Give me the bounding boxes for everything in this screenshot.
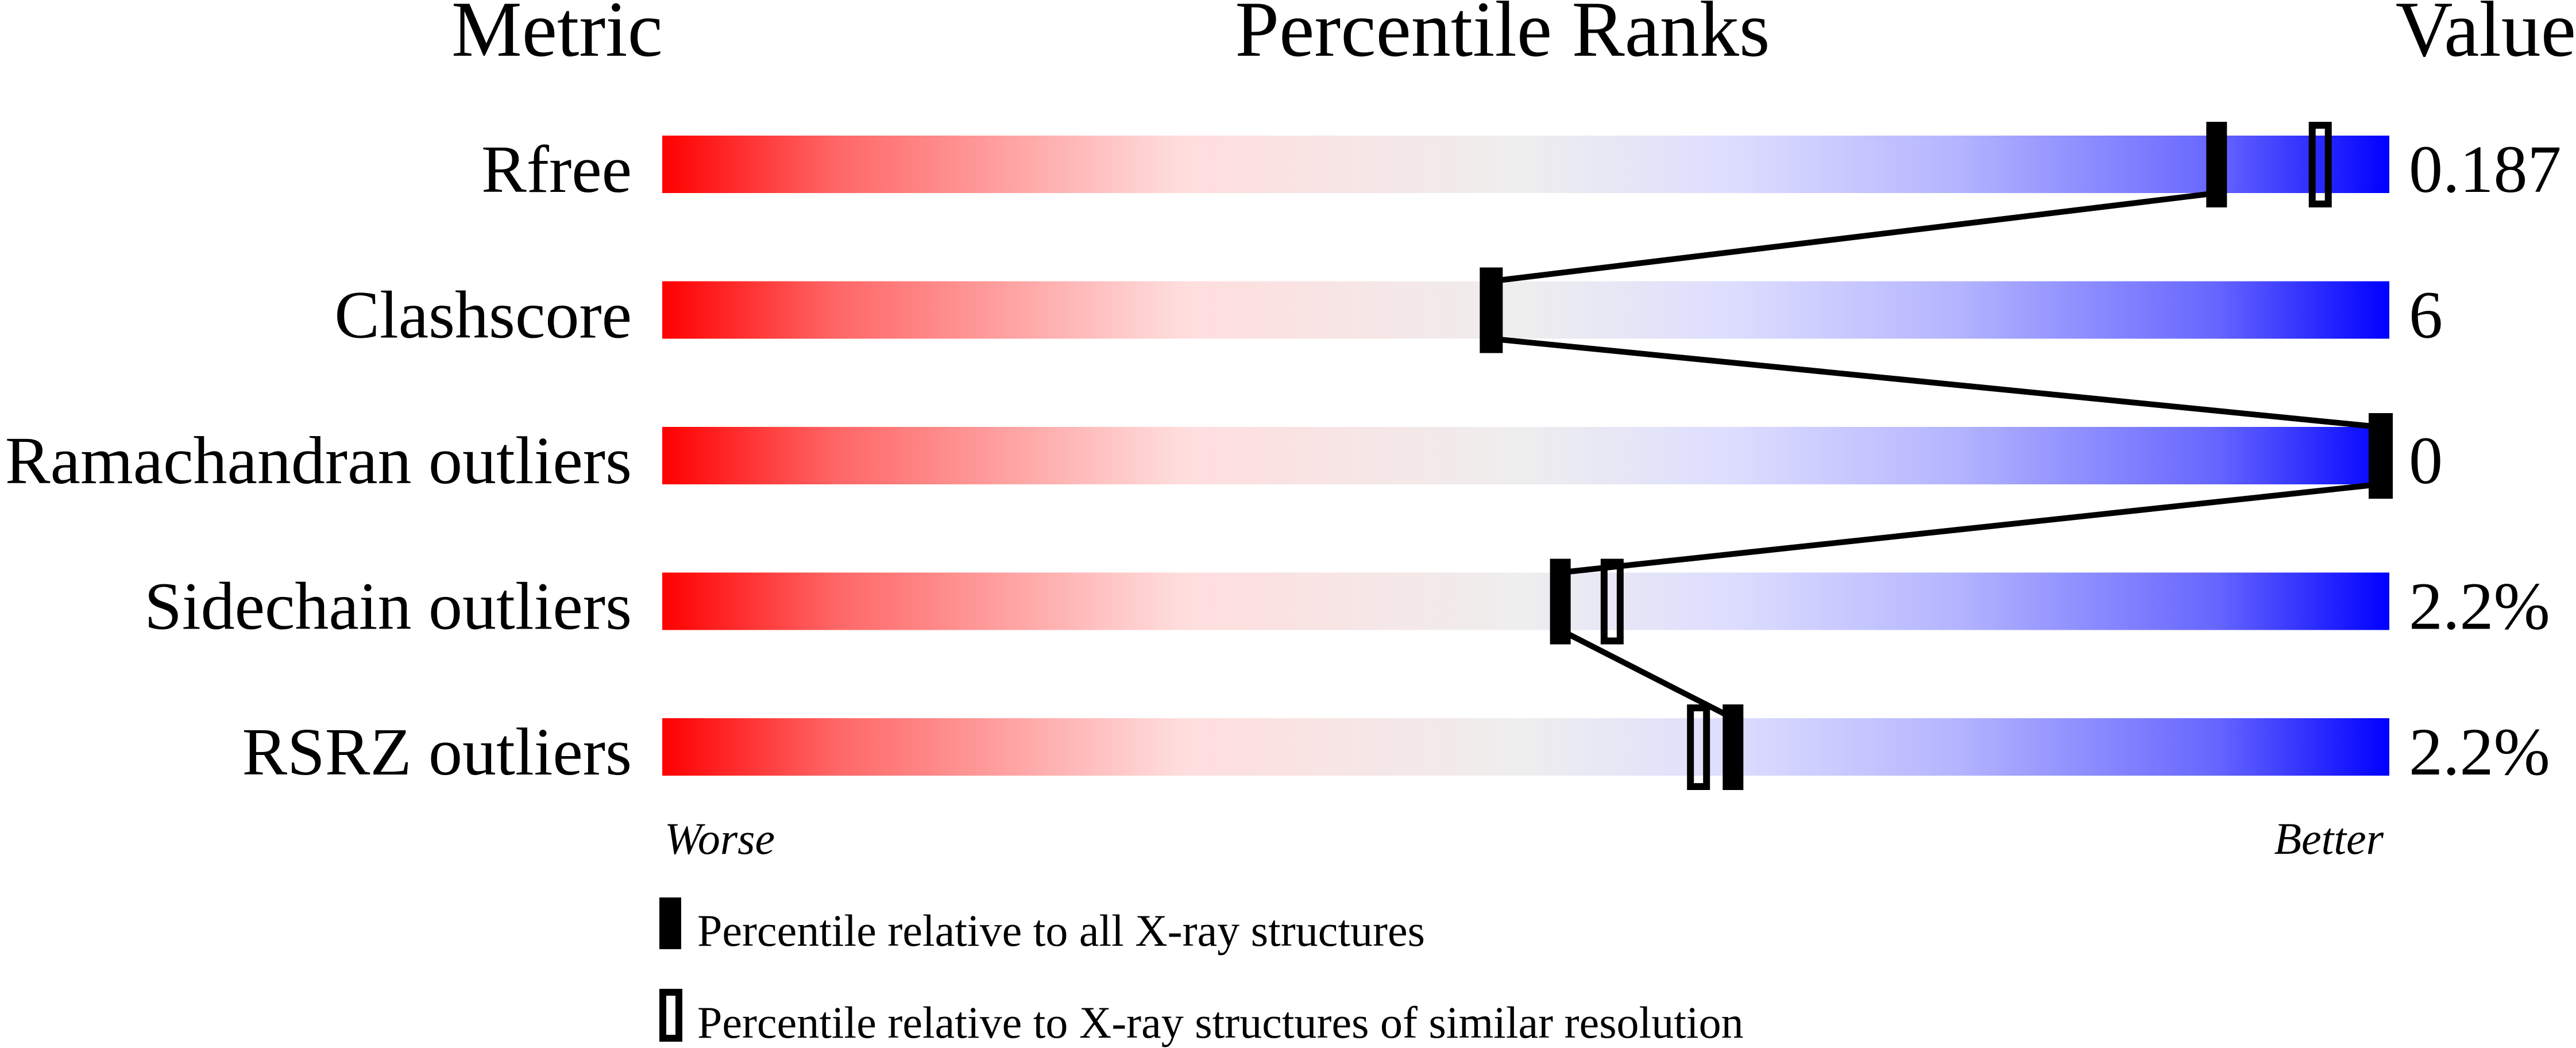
legend-filled-marker-icon	[659, 897, 681, 949]
metric-label: RSRZ outliers	[242, 714, 632, 789]
all-structures-percentile-marker	[2369, 413, 2389, 499]
legend-label-all: Percentile relative to all X-ray structu…	[697, 906, 1425, 955]
percentile-markers	[1480, 122, 2393, 790]
all-structures-percentile-marker	[1550, 558, 1571, 645]
metric-value: 2.2%	[2409, 714, 2550, 789]
header-metric: Metric	[451, 0, 663, 73]
metric-value: 6	[2409, 278, 2443, 353]
connector-lines	[1490, 190, 2380, 721]
percentile-bar	[662, 136, 2389, 193]
worse-label: Worse	[665, 814, 775, 864]
connector-line	[1490, 336, 2380, 430]
better-label: Better	[2274, 814, 2384, 864]
metric-value: 2.2%	[2409, 569, 2550, 644]
connector-line	[1559, 627, 1735, 721]
header-value: Value	[2396, 0, 2576, 73]
metric-value: 0.187	[2409, 132, 2562, 207]
header-percentile-ranks: Percentile Ranks	[1235, 0, 1770, 73]
all-structures-percentile-marker	[1481, 267, 1502, 353]
metric-label: Clashscore	[334, 278, 632, 353]
legend-open-marker-icon	[659, 989, 682, 1042]
similar-resolution-percentile-marker	[1600, 558, 1624, 645]
metric-label: Rfree	[481, 132, 632, 207]
metric-rows: Rfree 0.187 Clashscore 6 Ramachandran outlie…	[5, 132, 2562, 789]
metric-label: Ramachandran outliers	[5, 423, 632, 498]
percentile-bar	[662, 281, 2389, 339]
similar-resolution-percentile-marker	[2308, 122, 2332, 207]
all-structures-percentile-marker	[1723, 704, 1744, 790]
percentile-bar	[662, 427, 2389, 484]
percentile-bar	[662, 718, 2389, 776]
metric-value: 0	[2409, 423, 2443, 498]
connector-line	[1490, 190, 2217, 284]
all-structures-percentile-marker	[2206, 122, 2227, 207]
metric-label: Sidechain outliers	[144, 569, 632, 644]
legend-label-similar: Percentile relative to X-ray structures …	[697, 997, 1744, 1047]
similar-resolution-percentile-marker	[1687, 704, 1710, 790]
connector-line	[1560, 481, 2380, 576]
percentile-bar	[662, 572, 2389, 630]
